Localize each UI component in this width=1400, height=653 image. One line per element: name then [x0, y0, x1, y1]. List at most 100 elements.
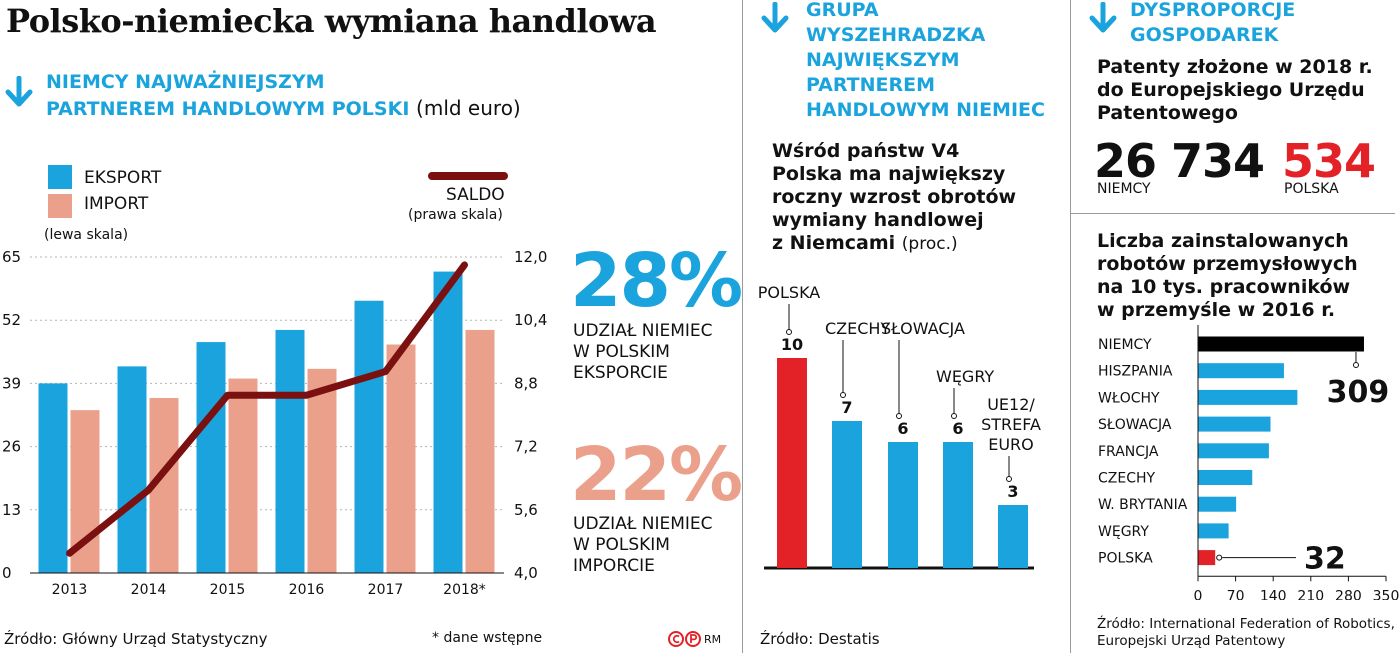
section2-title-line1: GRUPA	[806, 0, 879, 21]
y-tick-label: 26	[2, 438, 21, 456]
bar-import	[386, 344, 416, 573]
value-label: 6	[897, 419, 908, 438]
saldo-line	[66, 261, 468, 557]
patents-poland-value: 534	[1282, 134, 1376, 188]
y2-tick-label: 10,4	[514, 311, 547, 329]
v4-growth-chart: 10 POLSKA 7 CZECHY 6 SŁOWACJA 6 WĘGRY 3 UE12/STRE…	[758, 283, 1041, 570]
y2-tick-label: 12,0	[514, 248, 547, 266]
section2-heading-2: Polska ma największy	[772, 163, 1006, 185]
category-label: NIEMCY	[1098, 337, 1152, 353]
legend-left-scale: (lewa skala)	[44, 227, 129, 243]
stat-export-label-1: UDZIAŁ NIEMIEC	[573, 321, 713, 341]
robots-heading-1: Liczba zainstalowanych	[1097, 230, 1349, 252]
bar	[888, 442, 918, 568]
bar-export	[275, 329, 305, 573]
section2-heading-4: wymiany handlowej	[772, 209, 984, 231]
legend-saldo-label: SALDO	[446, 185, 505, 205]
leader-dot	[896, 413, 902, 419]
bar-export	[354, 300, 384, 573]
page-title: Polsko-niemiecka wymiana handlowa	[6, 2, 657, 40]
x-tick-label: 280	[1335, 588, 1362, 600]
patents-germany-value: 26 734	[1094, 134, 1265, 188]
value-label: 10	[781, 335, 803, 354]
stat-export-label-2: W POLSKIM	[573, 342, 670, 362]
x-tick-label: 210	[1297, 588, 1324, 600]
x-tick-label: 0	[1194, 588, 1203, 600]
x-tick-label: 350	[1373, 588, 1400, 600]
y2-tick-label: 5,6	[514, 501, 538, 519]
y-tick-label: 0	[2, 564, 12, 582]
bar-import	[307, 368, 337, 573]
patents-heading-2: do Europejskiego Urzędu	[1097, 79, 1365, 101]
x-tick-label: 2018*	[443, 582, 486, 598]
stat-export-share: 28%	[570, 238, 743, 324]
bar	[1198, 389, 1298, 405]
stat-import-share: 22%	[570, 432, 743, 518]
x-tick-label: 2013	[52, 582, 88, 598]
arrow-down-icon	[761, 2, 789, 33]
section1-title-line2-text: PARTNEREM HANDLOWYM POLSKI	[46, 98, 410, 120]
x-tick-label: 2017	[368, 582, 404, 598]
x-tick-label: 140	[1260, 588, 1287, 600]
divider-1	[742, 0, 743, 653]
patents-heading-3: Patentowego	[1097, 102, 1238, 124]
section2-title-line2: WYSZEHRADZKA	[806, 24, 986, 46]
section3-title-line2: GOSPODAREK	[1130, 24, 1279, 46]
bar	[832, 421, 862, 568]
section2-source: Źródło: Destatis	[760, 630, 880, 648]
arrow-down-icon	[1089, 2, 1117, 33]
trade-chart: 0 4,0 13 5,6 26 7,2 39 8,8 52 10,4 65 12,0 2013 2014 2…	[2, 248, 547, 598]
leader-dot	[786, 329, 792, 335]
stat-import-label-3: IMPORCIE	[573, 556, 655, 576]
robots-heading-3: na 10 tys. pracowników	[1097, 276, 1351, 298]
category-label: CZECHY	[825, 319, 890, 338]
x-tick-label: 2016	[289, 582, 325, 598]
category-label: WĘGRY	[936, 367, 994, 386]
patents-poland-label: POLSKA	[1284, 181, 1339, 197]
bar	[1198, 443, 1269, 459]
category-label: SŁOWACJA	[1098, 417, 1172, 433]
value-label: 3	[1007, 482, 1018, 501]
category-label: WŁOCHY	[1098, 390, 1160, 406]
category-label: UE12/	[987, 395, 1035, 414]
robots-heading-4: w przemyśle w 2016 r.	[1097, 299, 1336, 321]
category-label: CZECHY	[1098, 471, 1156, 487]
y2-tick-label: 7,2	[514, 438, 538, 456]
bar	[1198, 336, 1364, 352]
bar	[777, 358, 807, 568]
section1-source: Źródło: Główny Urząd Statystyczny	[4, 630, 268, 648]
copyright-icon	[668, 631, 701, 647]
section1-title-line1: NIEMCY NAJWAŻNIEJSZYM	[46, 71, 325, 93]
legend-saldo-swatch	[428, 172, 508, 180]
bar	[1198, 363, 1284, 379]
x-tick-label: 2015	[210, 582, 246, 598]
y2-tick-label: 4,0	[514, 564, 538, 582]
bar-import	[465, 329, 495, 573]
y2-tick-label: 8,8	[514, 374, 538, 392]
section1-title-line2: PARTNEREM HANDLOWYM POLSKI (mld euro)	[46, 96, 521, 121]
divider-2	[1070, 0, 1071, 653]
category-label: SŁOWACJA	[881, 319, 965, 338]
legend-export-label: EKSPORT	[84, 168, 162, 188]
category-label: EURO	[988, 435, 1034, 454]
section2-heading-3: roczny wzrost obrotów	[772, 186, 1017, 208]
section2-heading-1: Wśród państw V4	[772, 140, 960, 162]
section2-heading-5-text: z Niemcami	[772, 232, 896, 254]
legend-import-swatch	[48, 194, 72, 218]
x-tick-label: 2014	[131, 582, 167, 598]
section3-source-1: Źródło: International Federation of Robo…	[1097, 616, 1395, 632]
section2-title-line5: HANDLOWYM NIEMIEC	[806, 99, 1045, 121]
category-label: POLSKA	[758, 283, 821, 302]
leader-dot	[951, 413, 957, 419]
bar	[943, 442, 973, 568]
section3-source-2: Europejski Urząd Patentowy	[1097, 633, 1286, 649]
category-label: HISZPANIA	[1098, 364, 1173, 380]
bar	[998, 505, 1028, 568]
section3-title-line1: DYSPROPORCJE	[1130, 0, 1296, 21]
bar-export	[433, 271, 463, 573]
value-label: 32	[1304, 542, 1346, 577]
x-tick-label: 70	[1227, 588, 1245, 600]
section1-note: * dane wstępne	[432, 630, 543, 646]
robots-chart: NIEMCY HISZPANIA WŁOCHY SŁOWACJA FRANCJA CZEC…	[1098, 325, 1400, 600]
bar	[1198, 496, 1237, 512]
